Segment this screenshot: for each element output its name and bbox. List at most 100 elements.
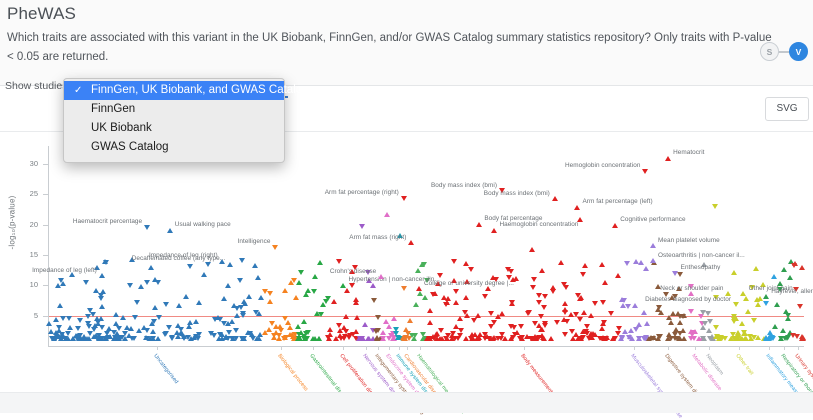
data-point[interactable] [624, 261, 631, 267]
data-point[interactable] [495, 314, 502, 320]
data-point[interactable] [471, 318, 478, 324]
data-point[interactable] [675, 336, 682, 342]
data-point[interactable] [488, 323, 495, 329]
data-point[interactable] [691, 329, 698, 335]
dropdown-option-2[interactable]: UK Biobank [64, 119, 284, 138]
data-point[interactable] [745, 309, 752, 315]
data-point[interactable] [636, 336, 643, 342]
data-point[interactable] [568, 328, 575, 334]
data-point[interactable] [450, 278, 457, 284]
data-point[interactable] [149, 336, 156, 342]
data-point[interactable] [536, 293, 543, 299]
data-point[interactable] [455, 335, 462, 341]
data-point[interactable] [579, 271, 586, 277]
data-point[interactable] [412, 333, 419, 339]
data-point[interactable] [636, 321, 643, 327]
data-point[interactable] [351, 265, 358, 271]
data-point[interactable] [100, 288, 107, 294]
data-point[interactable] [542, 293, 549, 299]
data-point[interactable] [222, 334, 229, 340]
data-point[interactable] [304, 329, 311, 335]
data-point[interactable] [495, 336, 502, 342]
data-point[interactable] [482, 331, 489, 337]
data-point[interactable] [432, 290, 439, 296]
data-point[interactable] [782, 336, 789, 342]
data-point[interactable] [366, 335, 373, 341]
data-point[interactable] [94, 265, 101, 271]
data-point[interactable] [777, 336, 784, 342]
data-point[interactable] [531, 276, 538, 282]
data-point[interactable] [755, 302, 762, 308]
data-point[interactable] [430, 336, 437, 341]
data-point[interactable] [240, 336, 247, 342]
data-point[interactable] [516, 335, 523, 341]
data-point[interactable] [540, 305, 547, 311]
data-point[interactable] [547, 336, 554, 342]
annotated-data-point[interactable] [272, 244, 279, 250]
data-point[interactable] [64, 330, 71, 336]
data-point[interactable] [178, 327, 185, 333]
data-point[interactable] [771, 323, 778, 329]
data-point[interactable] [277, 323, 284, 329]
data-point[interactable] [143, 328, 150, 334]
data-point[interactable] [402, 327, 409, 333]
data-point[interactable] [370, 282, 377, 288]
data-point[interactable] [341, 336, 348, 342]
data-point[interactable] [121, 330, 128, 336]
data-point[interactable] [615, 325, 622, 331]
data-point[interactable] [750, 318, 757, 324]
data-point[interactable] [275, 336, 282, 342]
annotated-data-point[interactable] [340, 282, 347, 288]
data-point[interactable] [782, 308, 789, 314]
data-point[interactable] [609, 336, 616, 342]
data-point[interactable] [397, 232, 404, 238]
data-point[interactable] [356, 335, 363, 341]
data-point[interactable] [657, 333, 664, 339]
data-point[interactable] [658, 309, 665, 315]
data-point[interactable] [670, 310, 677, 316]
data-point[interactable] [193, 318, 200, 324]
data-point[interactable] [791, 263, 798, 269]
data-point[interactable] [509, 299, 516, 305]
data-point[interactable] [391, 316, 398, 322]
data-point[interactable] [448, 335, 455, 341]
data-point[interactable] [453, 324, 460, 330]
data-point[interactable] [786, 329, 793, 335]
data-point[interactable] [513, 276, 520, 282]
data-point[interactable] [252, 263, 259, 269]
data-point[interactable] [588, 312, 594, 318]
data-point[interactable] [384, 211, 391, 217]
data-point[interactable] [452, 336, 459, 341]
data-point[interactable] [122, 336, 129, 342]
data-point[interactable] [742, 331, 749, 337]
data-point[interactable] [709, 334, 716, 340]
toggle-variant-node[interactable]: V [789, 42, 808, 61]
data-point[interactable] [210, 332, 217, 338]
annotated-data-point[interactable] [732, 302, 739, 308]
data-point[interactable] [231, 303, 238, 309]
data-point[interactable] [549, 288, 556, 294]
data-point[interactable] [95, 321, 102, 327]
data-point[interactable] [561, 316, 568, 322]
data-point[interactable] [763, 300, 770, 306]
data-point[interactable] [297, 329, 304, 335]
data-point[interactable] [195, 299, 202, 305]
data-point[interactable] [365, 277, 372, 283]
data-point[interactable] [204, 261, 211, 267]
data-point[interactable] [93, 288, 100, 294]
data-point[interactable] [220, 320, 227, 326]
data-point[interactable] [295, 280, 302, 286]
data-point[interactable] [687, 335, 694, 341]
data-point[interactable] [672, 327, 679, 333]
data-point[interactable] [701, 261, 708, 267]
data-point[interactable] [211, 316, 218, 322]
data-point[interactable] [266, 326, 273, 332]
data-point[interactable] [628, 328, 635, 334]
data-point[interactable] [536, 335, 543, 341]
data-point[interactable] [427, 320, 434, 326]
data-point[interactable] [233, 327, 240, 333]
data-point[interactable] [393, 326, 400, 332]
data-point[interactable] [631, 302, 638, 308]
data-point[interactable] [150, 329, 157, 335]
data-point[interactable] [731, 317, 738, 323]
